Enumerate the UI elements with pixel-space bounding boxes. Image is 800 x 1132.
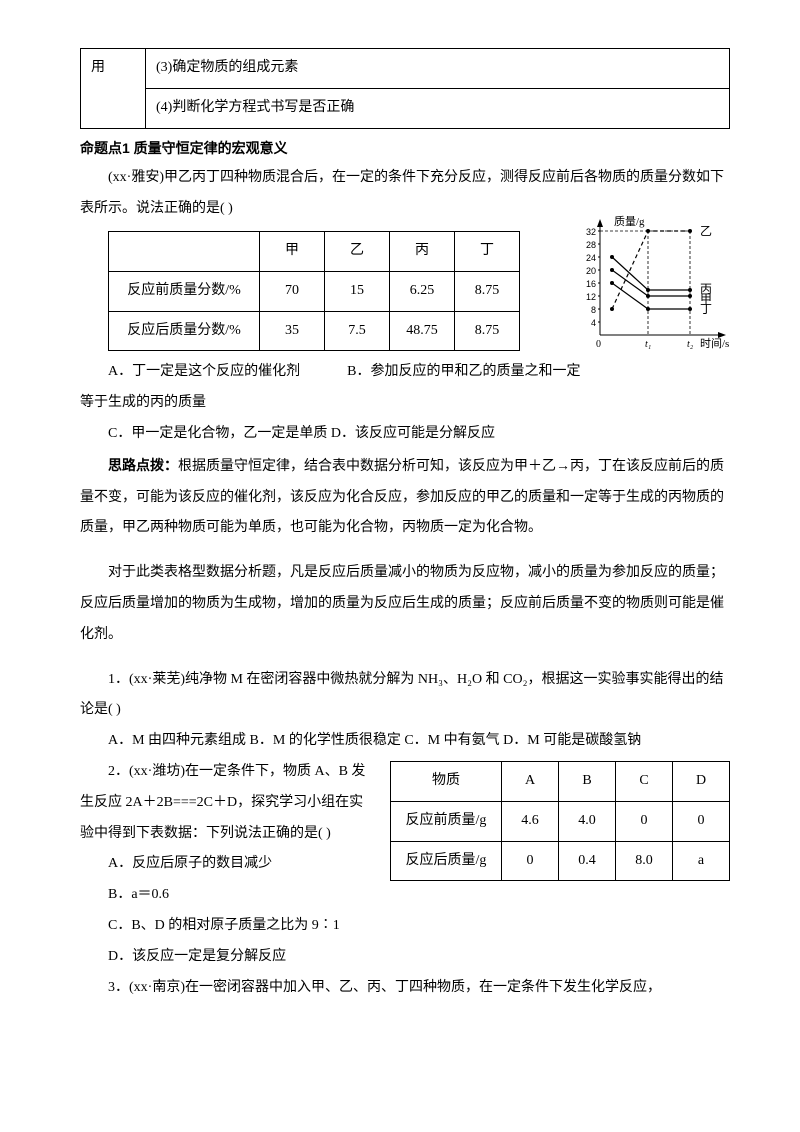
svg-text:4: 4 xyxy=(591,318,596,328)
svg-text:丁: 丁 xyxy=(700,302,712,316)
svg-text:24: 24 xyxy=(586,253,596,263)
q2h0: 物质 xyxy=(391,761,502,801)
q2r2l: 反应后质量/g xyxy=(391,841,502,881)
r1c2: 15 xyxy=(325,271,390,311)
blank-header xyxy=(109,231,260,271)
r1c3: 6.25 xyxy=(390,271,455,311)
svg-text:时间/s: 时间/s xyxy=(700,337,729,350)
q3-stem: 3．(xx·南京)在一密闭容器中加入甲、乙、丙、丁四种物质，在一定条件下发生化学… xyxy=(80,973,730,1004)
q2h2: B xyxy=(559,761,616,801)
hint-para: 对于此类表格型数据分析题，凡是反应后质量减小的物质为反应物，减小的质量为参加反应… xyxy=(80,558,730,650)
q2-optd: D．该反应一定是复分解反应 xyxy=(80,942,730,973)
q2r2b: 0.4 xyxy=(559,841,616,881)
svg-text:乙: 乙 xyxy=(700,224,712,238)
svg-text:t₂: t₂ xyxy=(687,339,694,350)
svg-text:12: 12 xyxy=(586,292,596,302)
sidian-para: 思路点拨：根据质量守恒定律，结合表中数据分析可知，该反应为甲＋乙→丙，丁在该反应… xyxy=(80,450,730,544)
q2r1l: 反应前质量/g xyxy=(391,801,502,841)
q2-table: 物质 A B C D 反应前质量/g 4.6 4.0 0 0 反应后质量/g 0… xyxy=(390,761,730,881)
h-yi: 乙 xyxy=(325,231,390,271)
top-row-1: (3)确定物质的组成元素 xyxy=(146,49,730,89)
h-jia: 甲 xyxy=(260,231,325,271)
section-title: 命题点1 质量守恒定律的宏观意义 xyxy=(80,133,730,164)
opt-b: B．参加反应的甲和乙的质量之和一定 xyxy=(347,364,580,379)
r2c1: 35 xyxy=(260,311,325,351)
sidian-label: 思路点拨： xyxy=(108,457,178,473)
r2c4: 8.75 xyxy=(455,311,520,351)
r2c3: 48.75 xyxy=(390,311,455,351)
q2r1c: 0 xyxy=(616,801,673,841)
q2h1: A xyxy=(502,761,559,801)
r1c1: 70 xyxy=(260,271,325,311)
q2r1d: 0 xyxy=(673,801,730,841)
opt-cd: C．甲一定是化合物，乙一定是单质 D．该反应可能是分解反应 xyxy=(80,419,730,450)
r2-label: 反应后质量分数/% xyxy=(109,311,260,351)
q2-optc: C．B、D 的相对原子质量之比为 9∶1 xyxy=(80,911,730,942)
q1-stem: 1．(xx·莱芜)纯净物 M 在密闭容器中微热就分解为 NH₃、H₂O 和 CO… xyxy=(80,665,730,727)
q2r2d: a xyxy=(673,841,730,881)
mass-time-chart: 4 8 12 16 20 24 28 32 xyxy=(572,213,740,363)
opt-a: A．丁一定是这个反应的催化剂 xyxy=(108,364,300,379)
q2h3: C xyxy=(616,761,673,801)
h-bing: 丙 xyxy=(390,231,455,271)
top-table: 用 (3)确定物质的组成元素 (4)判断化学方程式书写是否正确 xyxy=(80,48,730,129)
q2r2c: 8.0 xyxy=(616,841,673,881)
r2c2: 7.5 xyxy=(325,311,390,351)
svg-text:32: 32 xyxy=(586,227,596,237)
q1-opts: A．M 由四种元素组成 B．M 的化学性质很稳定 C．M 中有氨气 D．M 可能… xyxy=(80,726,730,757)
svg-text:16: 16 xyxy=(586,279,596,289)
mass-fraction-table: 甲 乙 丙 丁 反应前质量分数/% 70 15 6.25 8.75 反应后质量分… xyxy=(108,231,520,351)
top-row-2: (4)判断化学方程式书写是否正确 xyxy=(146,88,730,128)
q2r1b: 4.0 xyxy=(559,801,616,841)
svg-text:t₁: t₁ xyxy=(645,339,651,350)
top-left-cell: 用 xyxy=(81,49,146,129)
r1-label: 反应前质量分数/% xyxy=(109,271,260,311)
q2r1a: 4.6 xyxy=(502,801,559,841)
opt-b-cont: 等于生成的丙的质量 xyxy=(80,388,730,419)
svg-text:28: 28 xyxy=(586,240,596,250)
svg-text:20: 20 xyxy=(586,266,596,276)
q2r2a: 0 xyxy=(502,841,559,881)
q2h4: D xyxy=(673,761,730,801)
h-ding: 丁 xyxy=(455,231,520,271)
svg-text:8: 8 xyxy=(591,305,596,315)
r1c4: 8.75 xyxy=(455,271,520,311)
q2-optb: B．a＝0.6 xyxy=(80,880,730,911)
svg-text:质量/g: 质量/g xyxy=(614,215,645,228)
svg-text:0: 0 xyxy=(596,339,601,350)
